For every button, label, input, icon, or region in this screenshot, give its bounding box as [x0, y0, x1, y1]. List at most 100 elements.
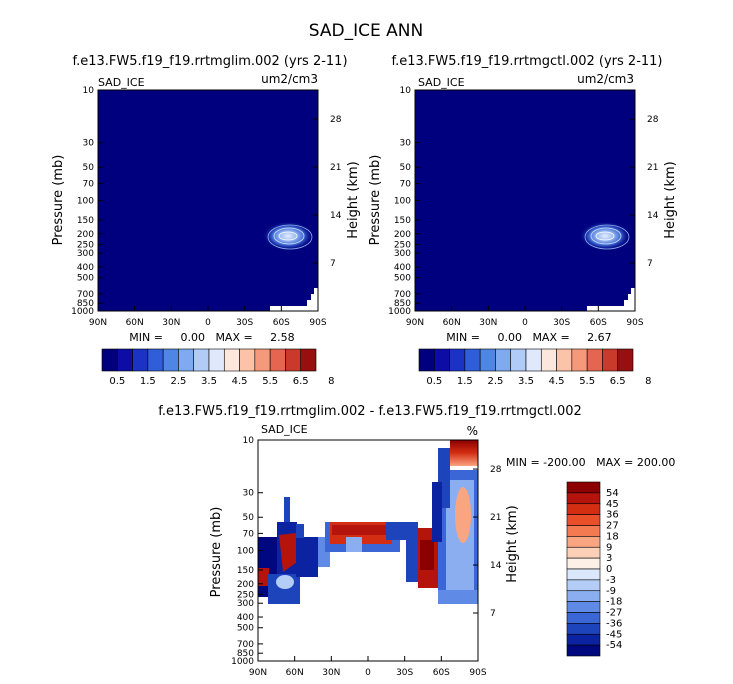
x-tick-label: 90S: [309, 318, 326, 328]
colorbar-cell: [147, 348, 164, 372]
x-tick-label: 30N: [479, 318, 497, 328]
colorbar-cell: [586, 348, 603, 372]
colorbar-label: 3.5: [201, 376, 217, 387]
y-tick-label: 1000: [231, 657, 254, 667]
colorbar-cell: [617, 348, 634, 372]
x-tick-label: 30S: [553, 318, 570, 328]
y-tick-label: 200: [77, 230, 94, 240]
y-tick-label: 400: [77, 263, 94, 273]
var-label: SAD_ICE: [418, 76, 465, 89]
colorbar-cell: [566, 492, 601, 505]
plot-field: [98, 90, 318, 311]
colorbar-cell: [510, 348, 527, 372]
x-tick-label: 0: [522, 318, 528, 328]
difference-field: [258, 440, 478, 604]
x-tick-label: 60S: [590, 318, 607, 328]
ice-contour: [267, 224, 313, 250]
y-right-tick-label: 28: [490, 465, 502, 475]
y-right-tick-label: 21: [490, 513, 501, 523]
y-tick-label: 10: [243, 436, 255, 446]
colorbar-label: 4.5: [232, 376, 248, 387]
y-tick-label: 50: [243, 513, 255, 523]
y-tick-label: 250: [237, 590, 254, 600]
panel-title: f.e13.FW5.f19_f19.rrtmglim.002 - f.e13.F…: [158, 404, 582, 419]
colorbar-label: 45: [606, 499, 619, 510]
y-tick-label: 500: [237, 624, 254, 634]
colorbar-label: 0.5: [109, 376, 125, 387]
y-right-tick-label: 28: [647, 115, 659, 125]
colorbar-label: -54: [606, 640, 622, 651]
y-tick-label: 100: [237, 547, 254, 557]
colorbar-cell: [566, 503, 601, 515]
x-tick-label: 60N: [443, 318, 461, 328]
panel-left: f.e13.FW5.f19_f19.rrtmglim.002 (yrs 2-11…: [51, 54, 361, 387]
x-tick-label: 90N: [406, 318, 424, 328]
colorbar-cell: [556, 348, 573, 372]
colorbar-cell: [239, 348, 256, 372]
colorbar-label: 18: [606, 531, 619, 542]
colorbar-cell: [208, 348, 225, 372]
y-tick-label: 10: [400, 86, 412, 96]
y-tick-label: 70: [400, 179, 412, 189]
colorbar-label: -27: [606, 608, 622, 619]
colorbar-label: 9: [606, 542, 612, 553]
main-title: SAD_ICE ANN: [309, 21, 423, 41]
y-axis-label-right: Height (km): [505, 505, 520, 582]
y-tick-label: 150: [394, 216, 411, 226]
y-tick-label: 150: [77, 216, 94, 226]
colorbar-cell: [449, 348, 466, 372]
x-tick-label: 90S: [469, 668, 486, 678]
colorbar-cell: [254, 348, 271, 372]
y-tick-label: 400: [394, 263, 411, 273]
colorbar-cell: [566, 525, 601, 537]
colorbar-cell: [223, 348, 240, 372]
colorbar-cell: [285, 348, 302, 372]
colorbar-cell: [132, 348, 149, 372]
units-label: um2/cm3: [577, 72, 634, 86]
y-tick-label: 200: [394, 230, 411, 240]
colorbar-cell: [525, 348, 542, 372]
x-tick-label: 30N: [322, 668, 340, 678]
y-right-tick-label: 21: [647, 163, 658, 173]
y-tick-label: 70: [83, 179, 95, 189]
y-tick-label: 1000: [388, 307, 411, 317]
colorbar-label: 1.5: [140, 376, 156, 387]
ice-maximum: [262, 221, 314, 251]
var-label: SAD_ICE: [261, 423, 308, 436]
y-right-tick-label: 14: [490, 561, 502, 571]
y-tick-label: 250: [77, 240, 94, 250]
colorbar-label: 8: [328, 376, 334, 387]
ice-contour: [273, 227, 305, 245]
colorbar-cell: [540, 348, 557, 372]
x-tick-label: 0: [365, 668, 371, 678]
y-axis-label-right: Height (km): [346, 161, 361, 238]
y-tick-label: 100: [394, 197, 411, 207]
colorbar-cell: [566, 557, 601, 570]
y-tick-label: 150: [237, 566, 254, 576]
units-label: um2/cm3: [261, 72, 318, 86]
x-tick-label: 30N: [162, 318, 180, 328]
y-axis-label: Pressure (mb): [368, 155, 383, 246]
y-tick-label: 500: [77, 274, 94, 284]
colorbar-cell: [116, 348, 133, 372]
colorbar-label: 5.5: [262, 376, 278, 387]
colorbar-label: 36: [606, 510, 619, 521]
y-tick-label: 30: [243, 489, 255, 499]
y-right-tick-label: 14: [330, 211, 342, 221]
colorbar-cell: [566, 623, 601, 635]
y-tick-label: 50: [400, 163, 412, 173]
y-tick-label: 200: [237, 580, 254, 590]
y-right-tick-label: 14: [647, 211, 659, 221]
x-tick-label: 60S: [273, 318, 290, 328]
y-right-tick-label: 28: [330, 115, 342, 125]
x-tick-label: 90N: [89, 318, 107, 328]
colorbar-label: -18: [606, 597, 622, 608]
colorbar-label: -9: [606, 586, 616, 597]
y-right-tick-label: 7: [647, 259, 653, 269]
colorbar-label: 4.5: [549, 376, 565, 387]
colorbar-label: 5.5: [579, 376, 595, 387]
x-tick-label: 60N: [126, 318, 144, 328]
y-tick-label: 250: [394, 240, 411, 250]
colorbar-cell: [566, 536, 601, 548]
